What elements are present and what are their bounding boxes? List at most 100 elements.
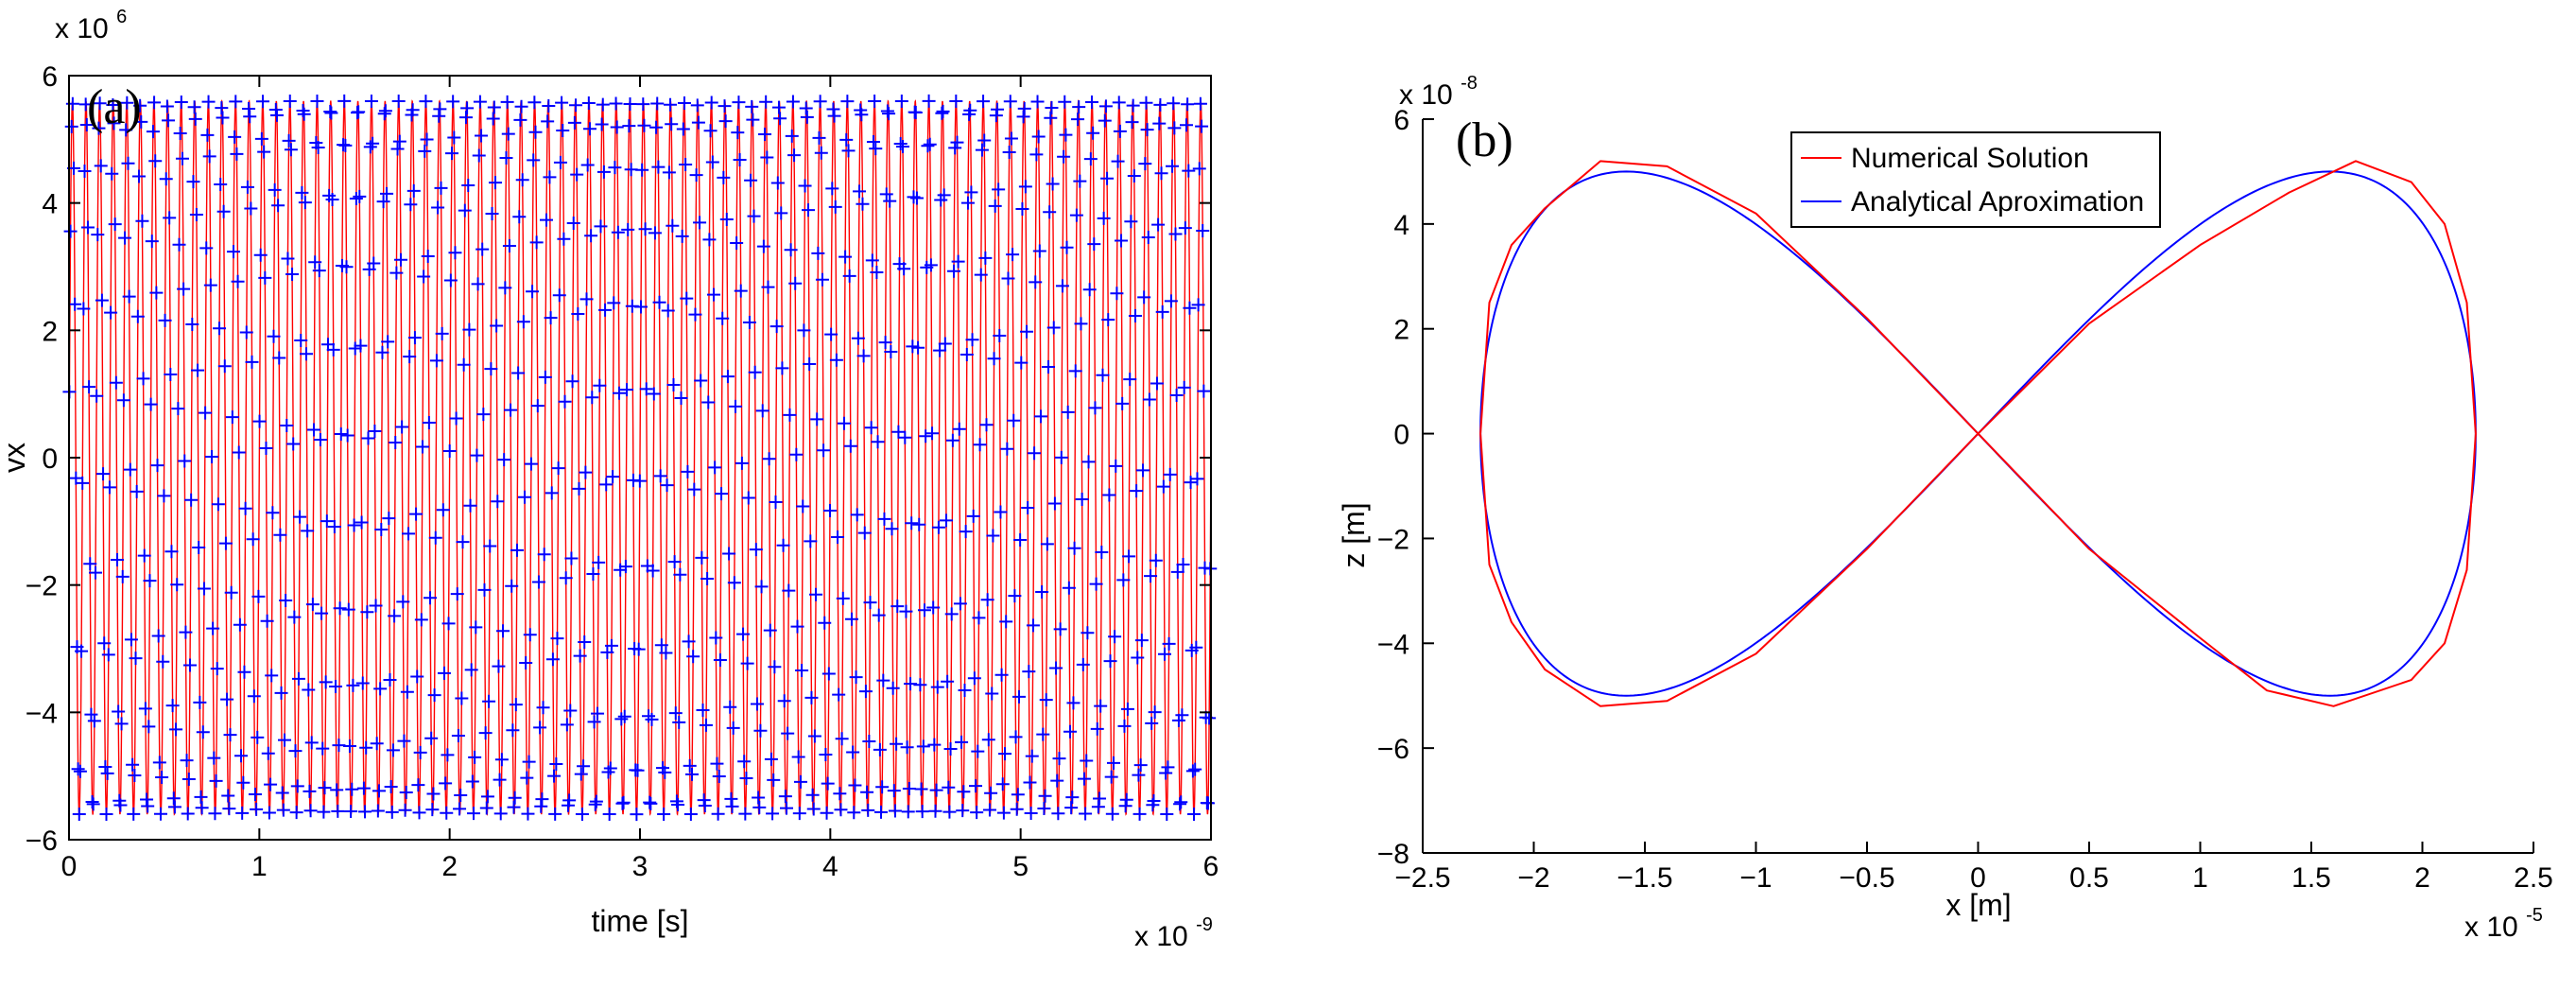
vx-marker bbox=[223, 728, 237, 742]
vx-marker bbox=[569, 98, 583, 113]
vx-marker bbox=[65, 96, 79, 111]
vx-marker bbox=[661, 304, 675, 318]
vx-marker bbox=[410, 669, 424, 684]
vx-marker bbox=[252, 414, 267, 428]
vx-marker bbox=[113, 798, 128, 812]
vx-marker bbox=[330, 783, 344, 797]
vx-marker bbox=[404, 198, 418, 212]
vx-marker bbox=[549, 756, 563, 771]
vx-marker bbox=[552, 288, 566, 303]
vx-marker bbox=[352, 105, 366, 119]
vx-marker bbox=[1113, 124, 1127, 138]
vx-marker bbox=[979, 418, 994, 432]
vx-marker bbox=[372, 784, 386, 798]
vx-marker bbox=[287, 610, 302, 624]
vx-marker bbox=[1183, 301, 1197, 315]
vx-marker bbox=[917, 603, 931, 617]
vx-marker bbox=[130, 484, 144, 498]
vx-marker bbox=[825, 182, 839, 196]
vx-marker bbox=[1043, 205, 1057, 219]
x-tick-label: −1.5 bbox=[1616, 862, 1672, 894]
vx-marker bbox=[952, 422, 966, 436]
vx-marker bbox=[123, 462, 137, 477]
vx-marker bbox=[133, 98, 147, 113]
vx-marker bbox=[985, 687, 999, 701]
vx-marker bbox=[177, 282, 191, 296]
vx-marker bbox=[409, 507, 424, 521]
vx-marker bbox=[1000, 442, 1014, 456]
vx-marker bbox=[493, 773, 507, 787]
vx-marker bbox=[1196, 223, 1210, 237]
vx-marker bbox=[512, 210, 527, 224]
vx-marker bbox=[1163, 467, 1177, 481]
vx-marker bbox=[560, 718, 574, 732]
vx-marker bbox=[1076, 657, 1090, 671]
vx-marker bbox=[420, 132, 434, 147]
vx-marker bbox=[471, 277, 485, 291]
vx-marker bbox=[1189, 640, 1203, 654]
vx-marker bbox=[690, 98, 704, 113]
vx-marker bbox=[909, 191, 924, 205]
vx-marker bbox=[371, 804, 385, 818]
vx-marker bbox=[579, 292, 594, 306]
vx-marker bbox=[858, 685, 873, 699]
vx-marker bbox=[1083, 152, 1098, 166]
vx-marker bbox=[701, 395, 716, 409]
vx-marker bbox=[856, 349, 871, 363]
vx-marker bbox=[228, 130, 242, 144]
vx-marker bbox=[482, 694, 496, 708]
vx-marker bbox=[1147, 794, 1161, 808]
vx-marker bbox=[1095, 546, 1109, 560]
vx-marker bbox=[200, 128, 215, 142]
vx-marker bbox=[76, 476, 90, 490]
vx-marker bbox=[398, 803, 412, 817]
vx-marker bbox=[265, 669, 279, 683]
vx-marker bbox=[282, 133, 296, 148]
vx-marker bbox=[119, 123, 133, 137]
vx-marker bbox=[1008, 589, 1022, 603]
vx-marker bbox=[771, 100, 786, 114]
panel-b-x-axis-label: x [m] bbox=[1945, 888, 2011, 922]
vx-marker bbox=[97, 636, 112, 651]
vx-marker bbox=[1087, 237, 1101, 252]
vx-marker bbox=[856, 197, 870, 211]
vx-marker bbox=[1031, 130, 1046, 144]
vx-marker bbox=[230, 147, 244, 161]
vx-marker bbox=[318, 781, 332, 795]
vx-marker bbox=[518, 490, 532, 504]
vx-marker bbox=[294, 333, 308, 347]
x-tick-label: −2.5 bbox=[1394, 862, 1450, 894]
vx-marker bbox=[868, 95, 882, 109]
vx-marker bbox=[251, 589, 266, 603]
vx-marker bbox=[891, 425, 906, 439]
vx-marker bbox=[995, 777, 1010, 791]
vx-marker bbox=[914, 782, 928, 796]
vx-marker bbox=[1119, 792, 1133, 807]
vx-marker bbox=[533, 721, 547, 735]
vx-marker bbox=[1173, 797, 1187, 811]
vx-marker bbox=[63, 224, 78, 238]
vx-marker bbox=[730, 235, 744, 250]
vx-marker bbox=[949, 94, 963, 108]
vx-marker bbox=[102, 480, 116, 495]
panel-a-y-exponent-power: 6 bbox=[116, 7, 127, 27]
vx-marker bbox=[817, 443, 831, 458]
vx-marker bbox=[1035, 584, 1049, 599]
vx-marker bbox=[602, 808, 616, 822]
vx-marker bbox=[425, 803, 440, 817]
vx-marker bbox=[254, 131, 268, 146]
vx-marker bbox=[378, 104, 392, 118]
vx-marker bbox=[1174, 795, 1188, 809]
vx-marker bbox=[472, 148, 486, 163]
vx-marker bbox=[679, 158, 693, 172]
vx-marker bbox=[1009, 730, 1023, 744]
vx-marker bbox=[268, 102, 283, 116]
vx-marker bbox=[1055, 279, 1069, 293]
vx-marker bbox=[382, 512, 396, 526]
vx-marker bbox=[106, 98, 120, 113]
vx-marker bbox=[902, 781, 916, 795]
vx-marker bbox=[709, 631, 723, 645]
vx-marker bbox=[341, 602, 355, 617]
vx-marker bbox=[724, 791, 738, 806]
vx-marker bbox=[527, 96, 542, 110]
